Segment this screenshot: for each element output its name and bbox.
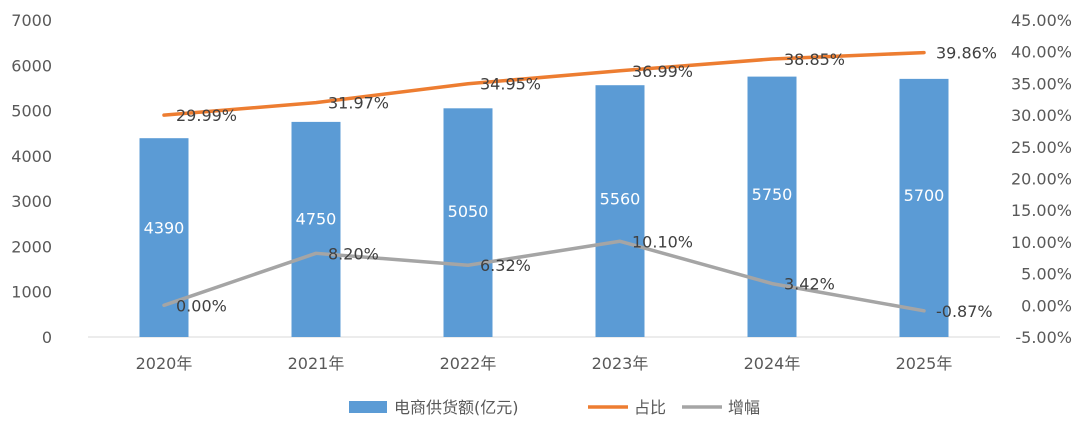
share-data-label: 34.95% [480, 75, 541, 94]
bar [595, 85, 645, 337]
bar-data-label: 4390 [144, 219, 185, 238]
left-tick-label: 6000 [11, 56, 52, 75]
x-tick-label: 2024年 [744, 354, 801, 373]
growth-data-label: 10.10% [632, 232, 693, 251]
legend-label: 增幅 [728, 398, 760, 417]
bar-data-label: 5050 [448, 202, 489, 221]
growth-data-label: 6.32% [480, 256, 531, 275]
right-tick-label: 25.00% [1011, 138, 1072, 157]
left-tick-label: 1000 [11, 283, 52, 302]
right-tick-label: 10.00% [1011, 233, 1072, 252]
bar-data-label: 4750 [296, 210, 337, 229]
left-axis: 0 1000 2000 3000 4000 5000 6000 7000 [11, 11, 52, 347]
x-tick-label: 2023年 [592, 354, 649, 373]
left-tick-label: 7000 [11, 11, 52, 30]
left-tick-label: 3000 [11, 192, 52, 211]
right-tick-label: 5.00% [1021, 265, 1072, 284]
line-series: 29.99% 31.97% 34.95% 36.99% 38.85% 39.86% 0.00… [162, 44, 997, 321]
x-tick-label: 2025年 [896, 354, 953, 373]
bar-data-label: 5560 [600, 190, 641, 209]
left-tick-label: 5000 [11, 102, 52, 121]
x-tick-label: 2021年 [288, 354, 345, 373]
share-line [162, 50, 926, 117]
growth-data-label: -0.87% [936, 302, 993, 321]
share-data-label: 29.99% [176, 106, 237, 125]
growth-data-label: 8.20% [328, 244, 379, 263]
right-tick-label: 30.00% [1011, 106, 1072, 125]
right-tick-label: 40.00% [1011, 43, 1072, 62]
right-tick-label: 0.00% [1021, 296, 1072, 315]
share-data-label: 31.97% [328, 94, 389, 113]
left-tick-label: 2000 [11, 237, 52, 256]
legend-label: 占比 [634, 398, 666, 417]
right-tick-label: 35.00% [1011, 74, 1072, 93]
bar [899, 78, 949, 337]
legend-label: 电商供货额(亿元) [394, 398, 519, 417]
x-tick-label: 2022年 [440, 354, 497, 373]
right-tick-label: 20.00% [1011, 170, 1072, 189]
legend-swatch-bar [349, 401, 387, 413]
share-data-label: 36.99% [632, 62, 693, 81]
left-tick-label: 4000 [11, 147, 52, 166]
bar [443, 108, 493, 337]
right-tick-label: -5.00% [1015, 328, 1072, 347]
bar-series: 4390 4750 5050 5560 5750 5700 [139, 76, 949, 338]
bar-data-label: 5750 [752, 185, 793, 204]
share-data-label: 38.85% [784, 50, 845, 69]
right-tick-label: 15.00% [1011, 201, 1072, 220]
growth-data-label: 0.00% [176, 296, 227, 315]
right-tick-label: 45.00% [1011, 11, 1072, 30]
left-tick-label: 0 [42, 328, 52, 347]
bar [291, 121, 341, 338]
growth-line [162, 239, 926, 313]
share-data-label: 39.86% [936, 44, 997, 63]
right-axis: -5.00% 0.00% 5.00% 10.00% 15.00% 20.00% 25.00%… [1011, 11, 1072, 347]
legend: 电商供货额(亿元) 占比 增幅 [349, 398, 760, 417]
x-axis: 2020年 2021年 2022年 2023年 2024年 2025年 [88, 336, 1000, 373]
bar-data-label: 5700 [904, 186, 945, 205]
x-tick-label: 2020年 [136, 354, 193, 373]
growth-data-label: 3.42% [784, 275, 835, 294]
bar [747, 76, 797, 337]
